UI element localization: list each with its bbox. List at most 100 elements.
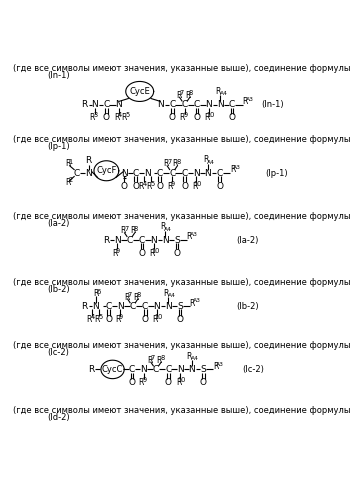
Text: O: O	[103, 113, 110, 122]
Text: N: N	[144, 169, 151, 178]
Text: 10: 10	[154, 314, 163, 320]
Text: 7: 7	[124, 226, 129, 232]
Text: N: N	[193, 169, 200, 178]
Text: N: N	[140, 365, 147, 374]
Text: 9: 9	[184, 112, 187, 118]
Text: N: N	[114, 236, 121, 245]
Text: A3: A3	[216, 362, 224, 367]
Text: 1: 1	[69, 159, 73, 165]
Text: O: O	[138, 249, 146, 257]
Text: R: R	[187, 352, 192, 361]
Text: 7: 7	[179, 90, 184, 96]
Text: O: O	[173, 249, 180, 257]
Text: R: R	[213, 362, 218, 371]
Text: S: S	[177, 302, 183, 311]
Text: R: R	[153, 315, 158, 324]
Text: R: R	[124, 292, 129, 301]
Text: C: C	[157, 169, 163, 178]
Text: C: C	[142, 302, 148, 311]
Text: (Ia-2): (Ia-2)	[48, 219, 70, 228]
Text: 5: 5	[150, 181, 154, 187]
Text: 10: 10	[193, 181, 202, 187]
Text: R: R	[185, 91, 190, 100]
Text: (In-1): (In-1)	[48, 71, 70, 80]
Text: 3: 3	[93, 112, 98, 118]
Text: C: C	[181, 100, 188, 109]
Text: S: S	[200, 365, 206, 374]
Text: N: N	[85, 169, 92, 178]
Text: (где все символы имеют значения, указанные выше), соединение формулы: (где все символы имеют значения, указанн…	[13, 64, 350, 73]
Text: R: R	[204, 113, 210, 122]
Text: R: R	[82, 100, 88, 109]
Text: R: R	[167, 182, 173, 191]
Text: C: C	[139, 236, 145, 245]
Text: R: R	[157, 356, 162, 365]
Text: (где все символы имеют значения, указанные выше), соединение формулы: (где все символы имеют значения, указанн…	[13, 212, 350, 221]
Text: R: R	[103, 236, 109, 245]
Text: 8: 8	[160, 355, 164, 361]
Text: R: R	[192, 182, 197, 191]
Text: O: O	[105, 315, 112, 324]
Text: N: N	[121, 169, 127, 178]
Text: 8: 8	[176, 159, 181, 165]
Text: 6: 6	[97, 288, 101, 294]
Text: N: N	[157, 100, 164, 109]
Text: C: C	[103, 100, 109, 109]
Text: C: C	[105, 302, 112, 311]
Text: C: C	[169, 100, 175, 109]
Text: R: R	[180, 113, 185, 122]
Text: A4: A4	[191, 356, 199, 361]
Text: N: N	[91, 100, 98, 109]
Text: R: R	[87, 315, 92, 324]
Text: R: R	[149, 249, 155, 257]
Text: R: R	[190, 299, 195, 308]
Text: R: R	[230, 166, 235, 175]
Text: O: O	[228, 113, 235, 122]
Text: R: R	[163, 289, 169, 298]
Text: 9: 9	[142, 377, 146, 383]
Text: O: O	[193, 113, 201, 122]
Text: O: O	[181, 182, 188, 191]
Text: R: R	[146, 182, 152, 191]
Text: (Ib-2): (Ib-2)	[48, 285, 70, 294]
Text: A4: A4	[168, 293, 175, 298]
Text: C: C	[217, 169, 223, 178]
Text: 8: 8	[134, 226, 138, 232]
Text: R: R	[138, 182, 144, 191]
Text: R: R	[176, 378, 181, 387]
Text: 5: 5	[125, 112, 130, 118]
Text: 10: 10	[178, 377, 186, 383]
Text: R: R	[130, 227, 135, 236]
Text: 8: 8	[189, 90, 193, 96]
Text: O: O	[129, 378, 136, 387]
Text: N: N	[153, 302, 160, 311]
Text: R: R	[112, 249, 118, 257]
Text: C: C	[126, 236, 133, 245]
Text: O: O	[176, 315, 184, 324]
Text: R: R	[163, 159, 169, 168]
Text: CycE: CycE	[129, 87, 150, 96]
Text: R: R	[94, 315, 100, 324]
Text: (Ic-2): (Ic-2)	[242, 365, 264, 374]
Text: (Id-2): (Id-2)	[48, 413, 70, 422]
Text: R: R	[176, 91, 181, 100]
Text: C: C	[181, 169, 188, 178]
Text: 4: 4	[90, 314, 94, 320]
Text: R: R	[88, 365, 94, 374]
Text: A4: A4	[219, 91, 227, 96]
Text: R: R	[242, 97, 248, 106]
Text: A3: A3	[246, 97, 254, 102]
Text: N: N	[205, 100, 212, 109]
Text: N: N	[92, 302, 99, 311]
Text: C: C	[194, 100, 200, 109]
Text: O: O	[169, 113, 176, 122]
Text: R: R	[90, 113, 95, 122]
Text: R: R	[203, 156, 208, 165]
Text: N: N	[115, 100, 122, 109]
Text: N: N	[204, 169, 211, 178]
Text: (Ia-2): (Ia-2)	[236, 236, 259, 245]
Text: N: N	[162, 236, 169, 245]
Text: R: R	[160, 223, 166, 232]
Text: (In-1): (In-1)	[261, 100, 284, 109]
Text: R: R	[147, 356, 152, 365]
